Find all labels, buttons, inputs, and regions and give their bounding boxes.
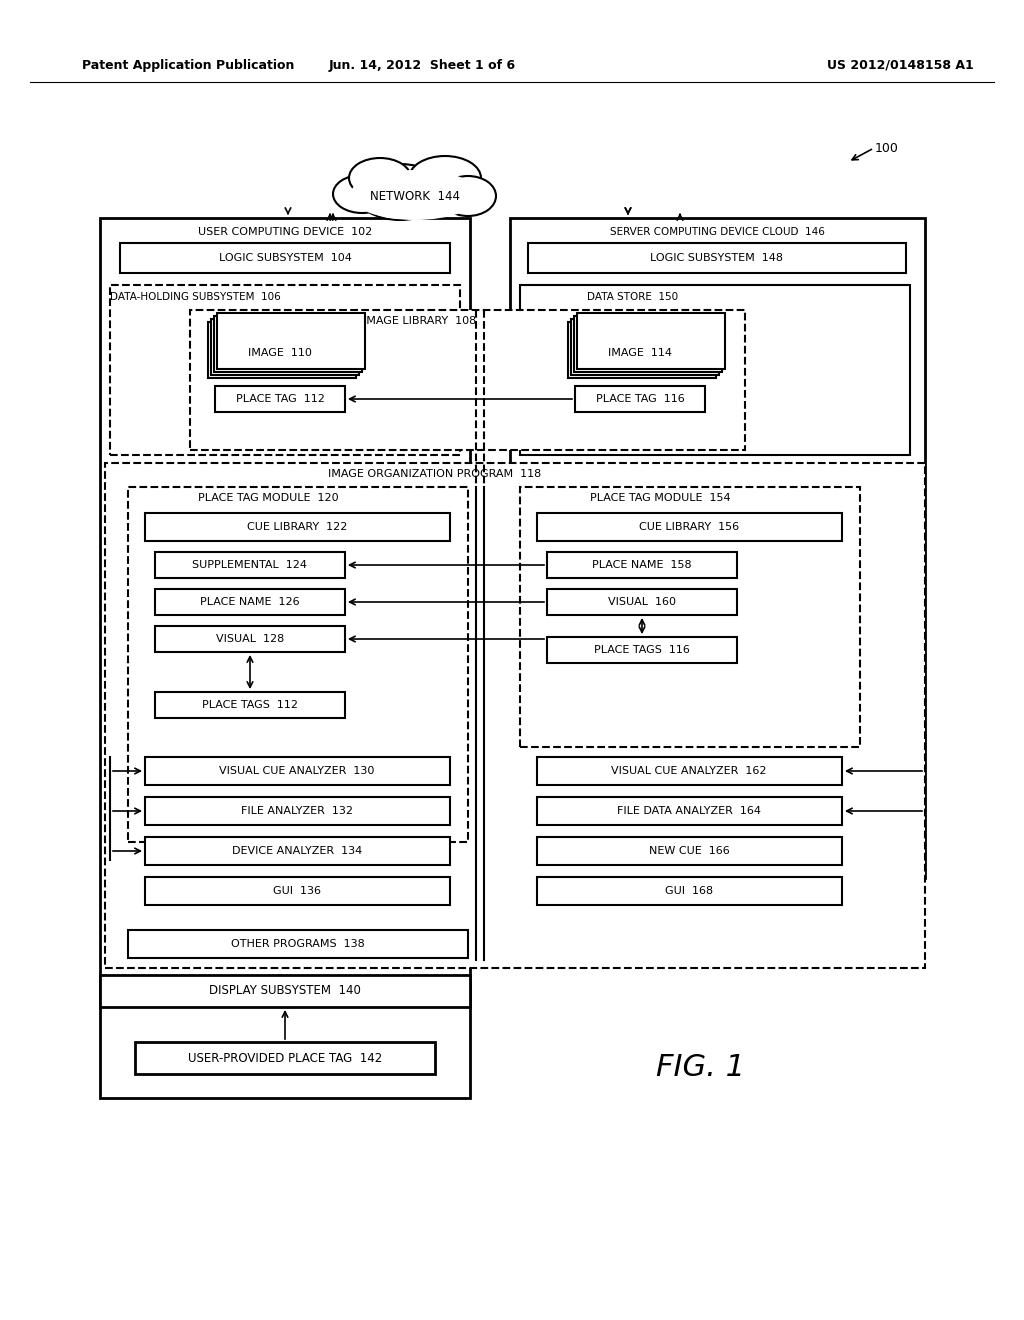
Text: USER-PROVIDED PLACE TAG  142: USER-PROVIDED PLACE TAG 142: [187, 1052, 382, 1064]
Text: OTHER PROGRAMS  138: OTHER PROGRAMS 138: [231, 939, 365, 949]
Ellipse shape: [355, 164, 445, 220]
Text: DEVICE ANALYZER  134: DEVICE ANALYZER 134: [231, 846, 362, 855]
Text: PLACE TAG  112: PLACE TAG 112: [236, 393, 325, 404]
FancyBboxPatch shape: [100, 975, 470, 1007]
FancyBboxPatch shape: [145, 756, 450, 785]
Text: DATA-HOLDING SUBSYSTEM  106: DATA-HOLDING SUBSYSTEM 106: [110, 292, 281, 302]
Text: CUE LIBRARY  122: CUE LIBRARY 122: [247, 521, 347, 532]
Ellipse shape: [350, 170, 480, 220]
Text: VISUAL CUE ANALYZER  130: VISUAL CUE ANALYZER 130: [219, 766, 375, 776]
FancyBboxPatch shape: [528, 243, 906, 273]
FancyBboxPatch shape: [155, 692, 345, 718]
FancyBboxPatch shape: [537, 756, 842, 785]
FancyBboxPatch shape: [520, 285, 910, 455]
FancyBboxPatch shape: [537, 513, 842, 541]
Ellipse shape: [440, 176, 496, 216]
Text: PLACE TAGS  116: PLACE TAGS 116: [594, 645, 690, 655]
Text: SERVER COMPUTING DEVICE CLOUD  146: SERVER COMPUTING DEVICE CLOUD 146: [609, 227, 824, 238]
Text: LOGIC SUBSYSTEM  104: LOGIC SUBSYSTEM 104: [218, 253, 351, 263]
Text: VISUAL  160: VISUAL 160: [608, 597, 676, 607]
FancyBboxPatch shape: [145, 837, 450, 865]
FancyBboxPatch shape: [214, 315, 362, 372]
FancyBboxPatch shape: [215, 385, 345, 412]
FancyBboxPatch shape: [128, 931, 468, 958]
FancyBboxPatch shape: [547, 638, 737, 663]
Text: PLACE TAG  116: PLACE TAG 116: [596, 393, 684, 404]
Text: FIG. 1: FIG. 1: [655, 1053, 744, 1082]
FancyBboxPatch shape: [537, 837, 842, 865]
FancyBboxPatch shape: [217, 313, 365, 370]
FancyBboxPatch shape: [574, 315, 722, 372]
FancyBboxPatch shape: [145, 513, 450, 541]
Ellipse shape: [349, 158, 411, 198]
FancyBboxPatch shape: [520, 487, 860, 747]
Text: PLACE NAME  126: PLACE NAME 126: [200, 597, 300, 607]
FancyBboxPatch shape: [510, 218, 925, 878]
Text: PLACE TAG MODULE  154: PLACE TAG MODULE 154: [590, 492, 730, 503]
FancyBboxPatch shape: [120, 243, 450, 273]
FancyBboxPatch shape: [128, 487, 468, 842]
FancyBboxPatch shape: [155, 626, 345, 652]
Text: NEW CUE  166: NEW CUE 166: [648, 846, 729, 855]
FancyBboxPatch shape: [190, 310, 745, 450]
Text: VISUAL  128: VISUAL 128: [216, 634, 284, 644]
FancyBboxPatch shape: [155, 589, 345, 615]
FancyBboxPatch shape: [577, 313, 725, 370]
Text: DATA STORE  150: DATA STORE 150: [588, 292, 679, 302]
Text: PLACE TAGS  112: PLACE TAGS 112: [202, 700, 298, 710]
Text: IMAGE  110: IMAGE 110: [248, 348, 312, 358]
Text: SUPPLEMENTAL  124: SUPPLEMENTAL 124: [193, 560, 307, 570]
FancyBboxPatch shape: [537, 797, 842, 825]
Text: IMAGE LIBRARY  108: IMAGE LIBRARY 108: [364, 315, 476, 326]
FancyBboxPatch shape: [208, 322, 356, 378]
Text: IMAGE ORGANIZATION PROGRAM  118: IMAGE ORGANIZATION PROGRAM 118: [329, 469, 542, 479]
FancyBboxPatch shape: [568, 322, 716, 378]
Ellipse shape: [333, 176, 391, 213]
FancyBboxPatch shape: [155, 552, 345, 578]
FancyBboxPatch shape: [100, 218, 470, 1098]
Text: VISUAL CUE ANALYZER  162: VISUAL CUE ANALYZER 162: [611, 766, 767, 776]
Text: FILE ANALYZER  132: FILE ANALYZER 132: [241, 807, 353, 816]
Text: PLACE NAME  158: PLACE NAME 158: [592, 560, 692, 570]
Text: USER COMPUTING DEVICE  102: USER COMPUTING DEVICE 102: [198, 227, 372, 238]
FancyBboxPatch shape: [575, 385, 705, 412]
FancyBboxPatch shape: [211, 319, 359, 375]
FancyBboxPatch shape: [547, 552, 737, 578]
Text: CUE LIBRARY  156: CUE LIBRARY 156: [639, 521, 739, 532]
Text: NETWORK  144: NETWORK 144: [370, 190, 460, 202]
Text: 100: 100: [874, 141, 899, 154]
Ellipse shape: [409, 156, 481, 201]
FancyBboxPatch shape: [145, 876, 450, 906]
FancyBboxPatch shape: [135, 1041, 435, 1074]
FancyBboxPatch shape: [105, 463, 925, 968]
Text: FILE DATA ANALYZER  164: FILE DATA ANALYZER 164: [617, 807, 761, 816]
Text: DISPLAY SUBSYSTEM  140: DISPLAY SUBSYSTEM 140: [209, 985, 360, 998]
Text: LOGIC SUBSYSTEM  148: LOGIC SUBSYSTEM 148: [650, 253, 783, 263]
FancyBboxPatch shape: [110, 285, 460, 455]
FancyBboxPatch shape: [571, 319, 719, 375]
Text: GUI  168: GUI 168: [665, 886, 713, 896]
FancyBboxPatch shape: [145, 797, 450, 825]
Text: PLACE TAG MODULE  120: PLACE TAG MODULE 120: [198, 492, 338, 503]
Text: Patent Application Publication: Patent Application Publication: [82, 58, 294, 71]
FancyBboxPatch shape: [547, 589, 737, 615]
Text: US 2012/0148158 A1: US 2012/0148158 A1: [826, 58, 974, 71]
FancyBboxPatch shape: [537, 876, 842, 906]
Text: IMAGE  114: IMAGE 114: [608, 348, 672, 358]
Text: GUI  136: GUI 136: [273, 886, 321, 896]
Text: Jun. 14, 2012  Sheet 1 of 6: Jun. 14, 2012 Sheet 1 of 6: [329, 58, 515, 71]
